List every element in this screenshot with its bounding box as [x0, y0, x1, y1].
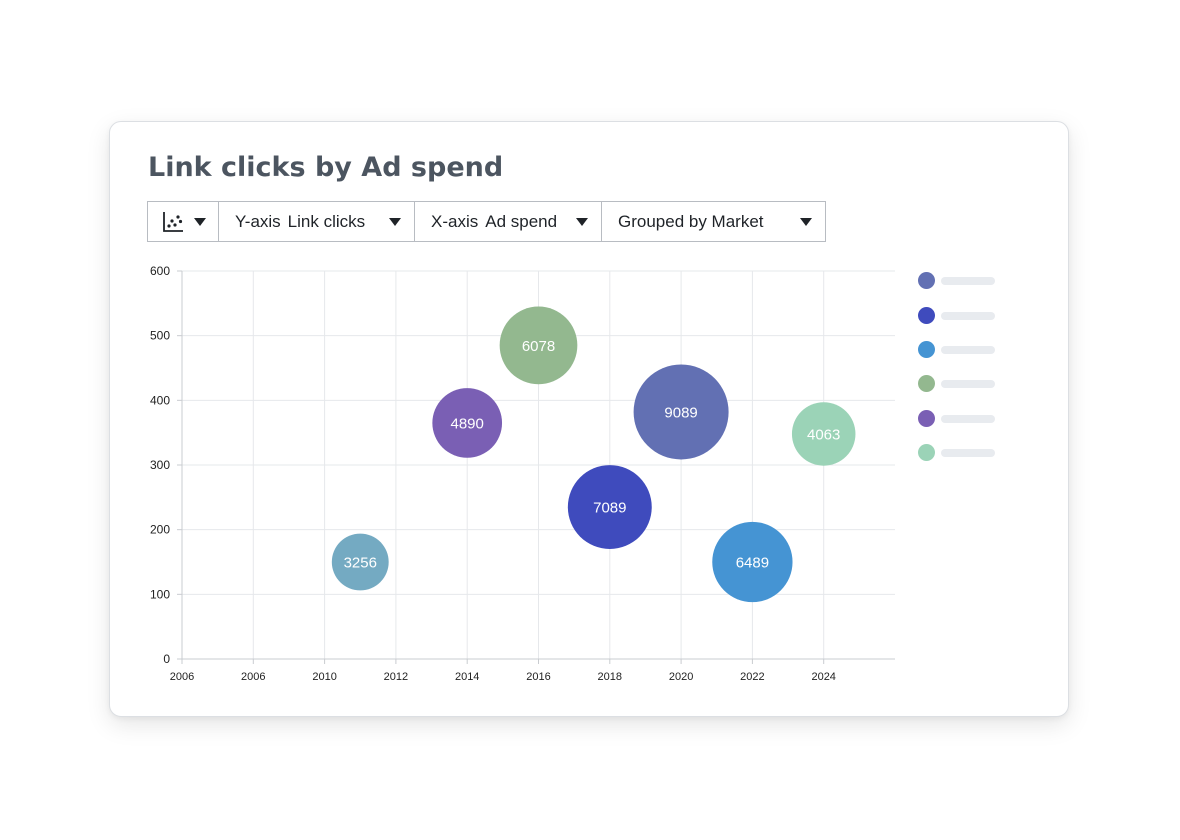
- legend-label-placeholder: [941, 345, 995, 354]
- y-tick-label: 200: [150, 523, 170, 537]
- legend-swatch: [918, 375, 935, 392]
- y-tick-label: 0: [163, 652, 170, 666]
- y-tick-label: 600: [150, 264, 170, 278]
- legend-swatch: [918, 444, 935, 461]
- x-tick-label: 2020: [669, 671, 693, 683]
- y-axis-value: Link clicks: [287, 211, 366, 231]
- group-by-dropdown[interactable]: Grouped by Market: [602, 202, 825, 241]
- bubble-point: [712, 521, 793, 603]
- x-tick-label: 2014: [455, 671, 479, 683]
- bubble-label: 6489: [736, 555, 769, 572]
- legend-label-placeholder: [941, 414, 995, 423]
- legend-swatch: [918, 410, 935, 427]
- x-axis-value: Ad spend: [485, 211, 558, 231]
- legend-label-placeholder: [941, 379, 995, 388]
- bubble-point: [432, 388, 503, 458]
- legend-item[interactable]: [918, 410, 995, 427]
- chart-title: Link clicks by Ad spend: [148, 152, 504, 183]
- bubble-chart: 0 100 200 300 400 500 600 2006 2006 2010 2012 2014 2…: [150, 264, 895, 683]
- chart-type-dropdown[interactable]: [148, 202, 219, 241]
- x-tick-label: 2010: [312, 671, 336, 683]
- chevron-down-icon: [800, 217, 812, 226]
- x-tick-label: 2022: [740, 671, 764, 683]
- legend-label-placeholder: [941, 448, 995, 457]
- bubble-label: 9089: [664, 404, 697, 421]
- y-tick-label: 400: [150, 393, 170, 407]
- bubble-label: 4890: [451, 415, 484, 432]
- x-tick-label: 2024: [811, 671, 835, 683]
- y-axis-prefix: Y-axis: [235, 211, 281, 231]
- bubble-point: [633, 364, 729, 460]
- x-tick-label: 2006: [241, 671, 265, 683]
- chart-toolbar: Y-axis Link clicks X-axis Ad spend Group…: [147, 201, 826, 242]
- x-axis-dropdown[interactable]: X-axis Ad spend: [415, 202, 602, 241]
- legend-item[interactable]: [918, 307, 995, 324]
- x-axis-prefix: X-axis: [431, 211, 479, 231]
- bubble-point: [567, 465, 652, 549]
- legend-item[interactable]: [918, 444, 995, 461]
- bubble-point: [791, 402, 856, 466]
- y-tick-label: 500: [150, 329, 170, 343]
- legend-item[interactable]: [918, 375, 995, 392]
- chart-card: 0 100 200 300 400 500 600 2006 2006 2010 2012 2014 2…: [109, 121, 1069, 717]
- bubble-label: 7089: [593, 500, 626, 517]
- bubble-point: [499, 306, 578, 385]
- legend-item[interactable]: [918, 272, 995, 289]
- group-by-label: Grouped by Market: [618, 211, 764, 231]
- bubble-label: 3256: [344, 555, 377, 572]
- y-axis-dropdown[interactable]: Y-axis Link clicks: [219, 202, 415, 241]
- x-tick-label: 2006: [170, 671, 194, 683]
- legend-swatch: [918, 307, 935, 324]
- legend-label-placeholder: [941, 311, 995, 320]
- legend-label-placeholder: [941, 276, 995, 285]
- legend-swatch: [918, 341, 935, 358]
- chevron-down-icon: [194, 217, 206, 226]
- bubble-label: 4063: [807, 426, 840, 443]
- legend-item[interactable]: [918, 341, 995, 358]
- y-tick-label: 300: [150, 458, 170, 472]
- x-tick-label: 2016: [526, 671, 550, 683]
- legend-swatch: [918, 272, 935, 289]
- scatter-chart-icon: [163, 211, 183, 232]
- bubble-label: 6078: [522, 338, 555, 355]
- x-tick-label: 2018: [598, 671, 622, 683]
- y-tick-label: 100: [150, 587, 170, 601]
- x-tick-label: 2012: [384, 671, 408, 683]
- bubble-point: [331, 533, 389, 591]
- chevron-down-icon: [576, 217, 588, 226]
- chevron-down-icon: [389, 217, 401, 226]
